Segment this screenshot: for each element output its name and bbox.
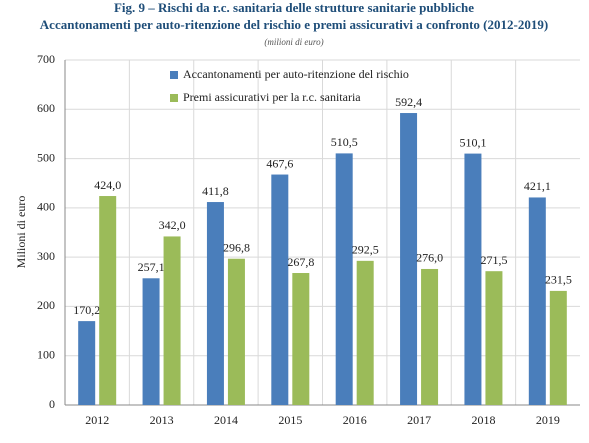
- bar: [421, 268, 439, 405]
- x-tick-label: 2017: [407, 413, 431, 427]
- y-tick-label: 400: [37, 200, 55, 214]
- chart-title: Fig. 9 – Rischi da r.c. sanitaria delle …: [114, 0, 474, 15]
- x-tick-label: 2018: [471, 413, 495, 427]
- bar: [464, 153, 482, 405]
- value-label: 467,6: [266, 156, 293, 170]
- y-tick-label: 200: [37, 298, 55, 312]
- value-label: 421,1: [524, 179, 551, 193]
- value-label: 296,8: [223, 240, 250, 254]
- legend-swatch: [170, 94, 178, 102]
- bar: [271, 174, 289, 405]
- value-label: 231,5: [545, 273, 572, 287]
- bar: [400, 113, 418, 405]
- value-label: 424,0: [94, 178, 121, 192]
- legend-label: Premi assicurativi per la r.c. sanitaria: [183, 90, 361, 104]
- value-label: 510,5: [331, 135, 358, 149]
- value-label: 276,0: [416, 251, 443, 265]
- y-tick-label: 100: [37, 347, 55, 361]
- bar: [163, 236, 181, 405]
- bar: [227, 258, 245, 405]
- y-tick-label: 700: [37, 52, 55, 66]
- x-tick-label: 2014: [214, 413, 238, 427]
- value-label: 257,1: [138, 260, 165, 274]
- value-label: 170,2: [73, 303, 100, 317]
- value-label: 510,1: [459, 135, 486, 149]
- x-tick-label: 2013: [150, 413, 174, 427]
- x-tick-label: 2012: [85, 413, 109, 427]
- bar: [99, 196, 117, 405]
- x-tick-label: 2015: [278, 413, 302, 427]
- legend-label: Accantonamenti per auto-ritenzione del r…: [183, 67, 409, 81]
- x-tick-label: 2016: [343, 413, 367, 427]
- y-tick-label: 0: [49, 397, 55, 411]
- value-label: 411,8: [202, 184, 229, 198]
- chart-note: (milioni di euro): [264, 37, 323, 47]
- bar: [549, 290, 567, 405]
- legend-swatch: [170, 71, 178, 79]
- value-label: 292,5: [352, 243, 379, 257]
- bar: [356, 260, 374, 405]
- bar: [206, 202, 224, 405]
- value-label: 271,5: [480, 253, 507, 267]
- value-label: 342,0: [159, 218, 186, 232]
- bar: [528, 197, 546, 405]
- value-label: 267,8: [287, 255, 314, 269]
- bar: [292, 273, 310, 405]
- x-tick-label: 2019: [536, 413, 560, 427]
- bar: [335, 153, 353, 405]
- y-tick-label: 600: [37, 101, 55, 115]
- y-tick-label: 500: [37, 150, 55, 164]
- value-label: 592,4: [395, 95, 422, 109]
- y-axis-label: Milioni di euro: [14, 196, 28, 269]
- bar: [142, 278, 160, 405]
- bar: [78, 321, 96, 405]
- bar: [485, 271, 503, 405]
- y-tick-label: 300: [37, 249, 55, 263]
- chart-subtitle: Accantonamenti per auto-ritenzione del r…: [40, 17, 548, 32]
